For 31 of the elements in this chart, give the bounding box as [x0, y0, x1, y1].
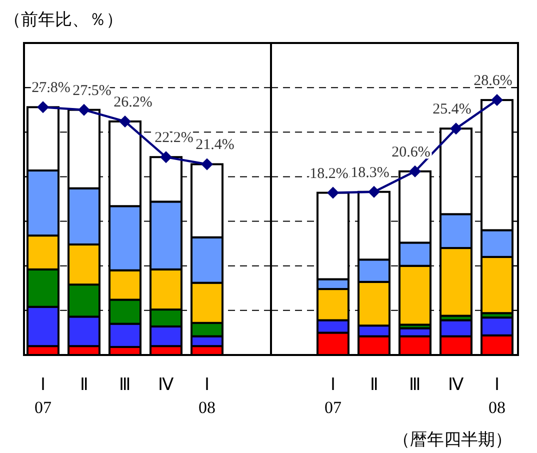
point	[368, 186, 380, 198]
x-tick-label: Ⅰ 07	[324, 375, 342, 417]
x-axis-title: （暦年四半期）	[393, 430, 512, 449]
data-label: 21.4%	[196, 137, 234, 154]
x-tick-label: Ⅰ 08	[198, 375, 216, 417]
y-axis-title: （前年比、％）	[4, 10, 123, 29]
x-tick-label: Ⅰ 08	[488, 375, 506, 417]
data-label: 25.4%	[432, 102, 472, 118]
point	[160, 151, 172, 164]
x-tick-label: Ⅰ 07	[34, 375, 52, 417]
data-label: 27.8%	[32, 80, 70, 96]
point	[491, 94, 503, 106]
x-tick-label: Ⅱ	[80, 375, 88, 394]
data-label: 18.3%	[350, 164, 390, 181]
x-tick-label: Ⅳ	[158, 375, 174, 394]
x-tick-label: Ⅱ	[370, 375, 378, 394]
data-label: 18.2%	[310, 166, 348, 182]
x-tick-label: Ⅲ	[409, 375, 421, 394]
point	[78, 104, 90, 116]
point	[37, 101, 49, 114]
data-label: 26.2%	[114, 94, 152, 110]
point	[119, 115, 131, 128]
data-label: 20.6%	[392, 144, 430, 160]
x-tick-label: Ⅳ	[448, 375, 464, 394]
point	[409, 165, 421, 178]
point	[327, 186, 339, 199]
point	[201, 158, 213, 170]
point	[450, 122, 462, 135]
data-label: 22.2%	[154, 130, 194, 146]
data-label: 28.6%	[474, 73, 512, 90]
x-tick-label: Ⅲ	[119, 375, 131, 394]
